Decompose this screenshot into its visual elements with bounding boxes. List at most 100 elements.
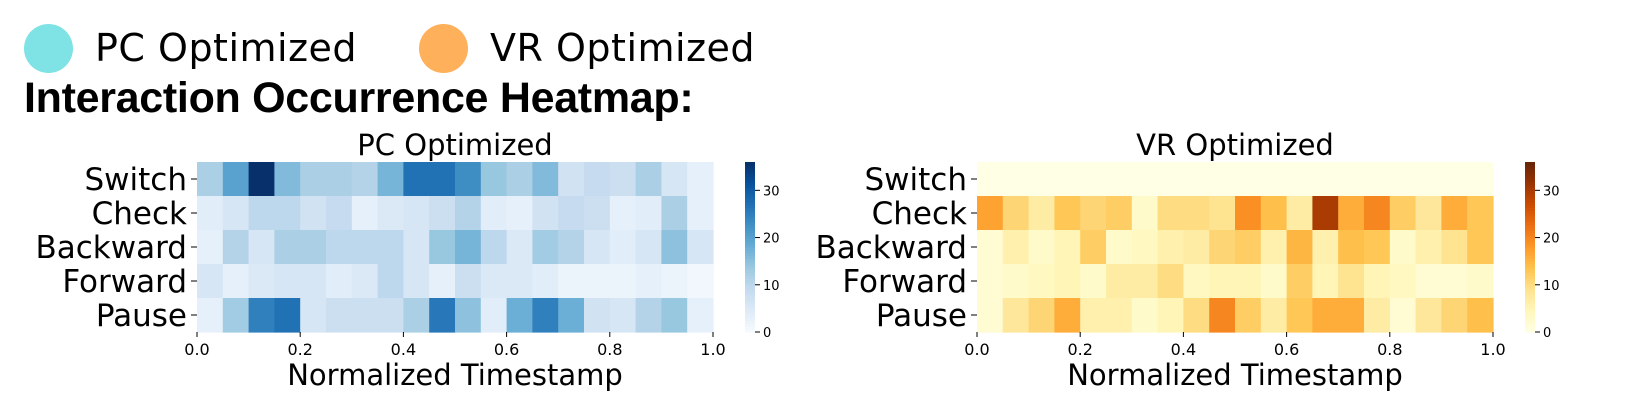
colorbar-segment: [745, 275, 755, 279]
heatmap-cell: [1183, 298, 1210, 333]
y-tick-label: Backward: [36, 230, 188, 266]
colorbar-segment: [745, 258, 755, 262]
heatmap-cell: [1235, 162, 1262, 197]
heatmap-cell: [1002, 162, 1030, 197]
heatmap-cell: [584, 298, 611, 333]
heatmap-cell: [1260, 230, 1288, 265]
x-tick-label: 0.8: [597, 340, 622, 359]
heatmap-cell: [1106, 196, 1133, 231]
colorbar-segment: [745, 235, 755, 240]
colorbar-segment: [745, 309, 755, 313]
heatmap-cell: [326, 230, 353, 265]
colorbar-segment: [1525, 232, 1535, 237]
colorbar-segment: [745, 266, 755, 271]
heatmap-cell: [429, 162, 456, 197]
colorbar-segment: [1525, 218, 1535, 223]
colorbar-segment: [1525, 269, 1535, 274]
colorbar-segment: [745, 317, 755, 322]
heatmap-cell: [977, 230, 1004, 265]
colorbar-segment: [745, 215, 755, 220]
heatmap-cell: [558, 230, 585, 265]
heatmap-cell: [661, 230, 688, 265]
colorbar-segment: [1525, 315, 1535, 319]
legend-item-pc: PC Optimized: [24, 23, 357, 73]
heatmap-cell: [300, 264, 327, 299]
heatmap-cell: [609, 264, 637, 299]
colorbar-segment: [745, 224, 755, 228]
colorbar-segment: [745, 244, 755, 248]
colorbar-segment: [745, 167, 755, 172]
heatmap-cell: [1389, 162, 1417, 197]
colorbar-segment: [1525, 181, 1535, 186]
colorbar-segment: [745, 264, 755, 268]
colorbar-tick-label: 0: [763, 326, 771, 341]
colorbar-segment: [745, 289, 755, 293]
chart-title: VR Optimized: [1136, 128, 1334, 162]
x-tick-label: 1.0: [1480, 340, 1505, 359]
colorbar-segment: [1525, 252, 1535, 257]
heatmap-cell: [429, 230, 456, 265]
colorbar-segment: [1525, 215, 1535, 220]
colorbar-segment: [1525, 187, 1535, 191]
heatmap-cell: [1028, 162, 1055, 197]
colorbar-segment: [1525, 329, 1535, 333]
x-tick-label: 0.2: [287, 340, 312, 359]
heatmap-cell: [274, 196, 301, 231]
heatmap-cell: [532, 298, 559, 333]
heatmap-cell: [403, 230, 430, 265]
colorbar-segment: [1525, 249, 1535, 254]
colorbar-segment: [1525, 326, 1535, 330]
heatmap-cell: [1209, 298, 1236, 333]
x-tick-label: 1.0: [700, 340, 725, 359]
heatmap-cell: [1002, 230, 1030, 265]
heatmap-cell: [403, 298, 430, 333]
x-axis-label: Normalized Timestamp: [287, 358, 623, 392]
legend-swatch-vr: [419, 23, 469, 73]
heatmap-cell: [1157, 162, 1184, 197]
colorbar-segment: [1525, 179, 1535, 183]
heatmap-cell: [1364, 196, 1391, 231]
heatmap-cell: [300, 162, 327, 197]
heatmap-cell: [1260, 196, 1288, 231]
legend: PC Optimized VR Optimized: [24, 22, 817, 74]
heatmap-cell: [1467, 162, 1494, 197]
heatmap-cell: [1183, 196, 1210, 231]
heatmap-cell: [1364, 162, 1391, 197]
heatmap-cell: [274, 298, 301, 333]
colorbar-segment: [1525, 238, 1535, 242]
heatmap-cell: [1415, 298, 1442, 333]
heatmap-cell: [1312, 264, 1339, 299]
heatmap-cell: [1183, 230, 1210, 265]
colorbar-segment: [1525, 221, 1535, 225]
heatmap-cell: [300, 298, 327, 333]
heatmap-cell: [1467, 196, 1494, 231]
heatmap-cell: [1028, 264, 1055, 299]
heatmap-cell: [1338, 298, 1365, 333]
colorbar-tick-label: 30: [1543, 184, 1560, 199]
heatmap-cell: [506, 298, 533, 333]
colorbar-segment: [1525, 213, 1535, 217]
colorbar-segment: [745, 207, 755, 211]
colorbar-segment: [745, 241, 755, 245]
heatmap-cell: [1441, 162, 1468, 197]
heatmap-cell: [1235, 264, 1262, 299]
heatmap-cell: [1389, 196, 1417, 231]
heatmap-cell: [1415, 264, 1442, 299]
heatmap-cell: [1080, 298, 1107, 333]
heatmap-cell: [1002, 196, 1030, 231]
heatmap-cell: [377, 230, 404, 265]
heatmap-cell: [1106, 298, 1133, 333]
heatmap-cell: [584, 162, 611, 197]
colorbar-segment: [745, 213, 755, 217]
heatmap-cell: [1235, 230, 1262, 265]
heatmap-cell: [1312, 162, 1339, 197]
heatmap-cell: [1235, 298, 1262, 333]
x-tick-label: 0.0: [964, 340, 989, 359]
colorbar-segment: [745, 249, 755, 254]
heatmap-cell: [1157, 298, 1184, 333]
colorbar-segment: [745, 170, 755, 174]
colorbar-segment: [1525, 173, 1535, 177]
colorbar-segment: [1525, 303, 1535, 308]
heatmap-cell: [403, 196, 430, 231]
